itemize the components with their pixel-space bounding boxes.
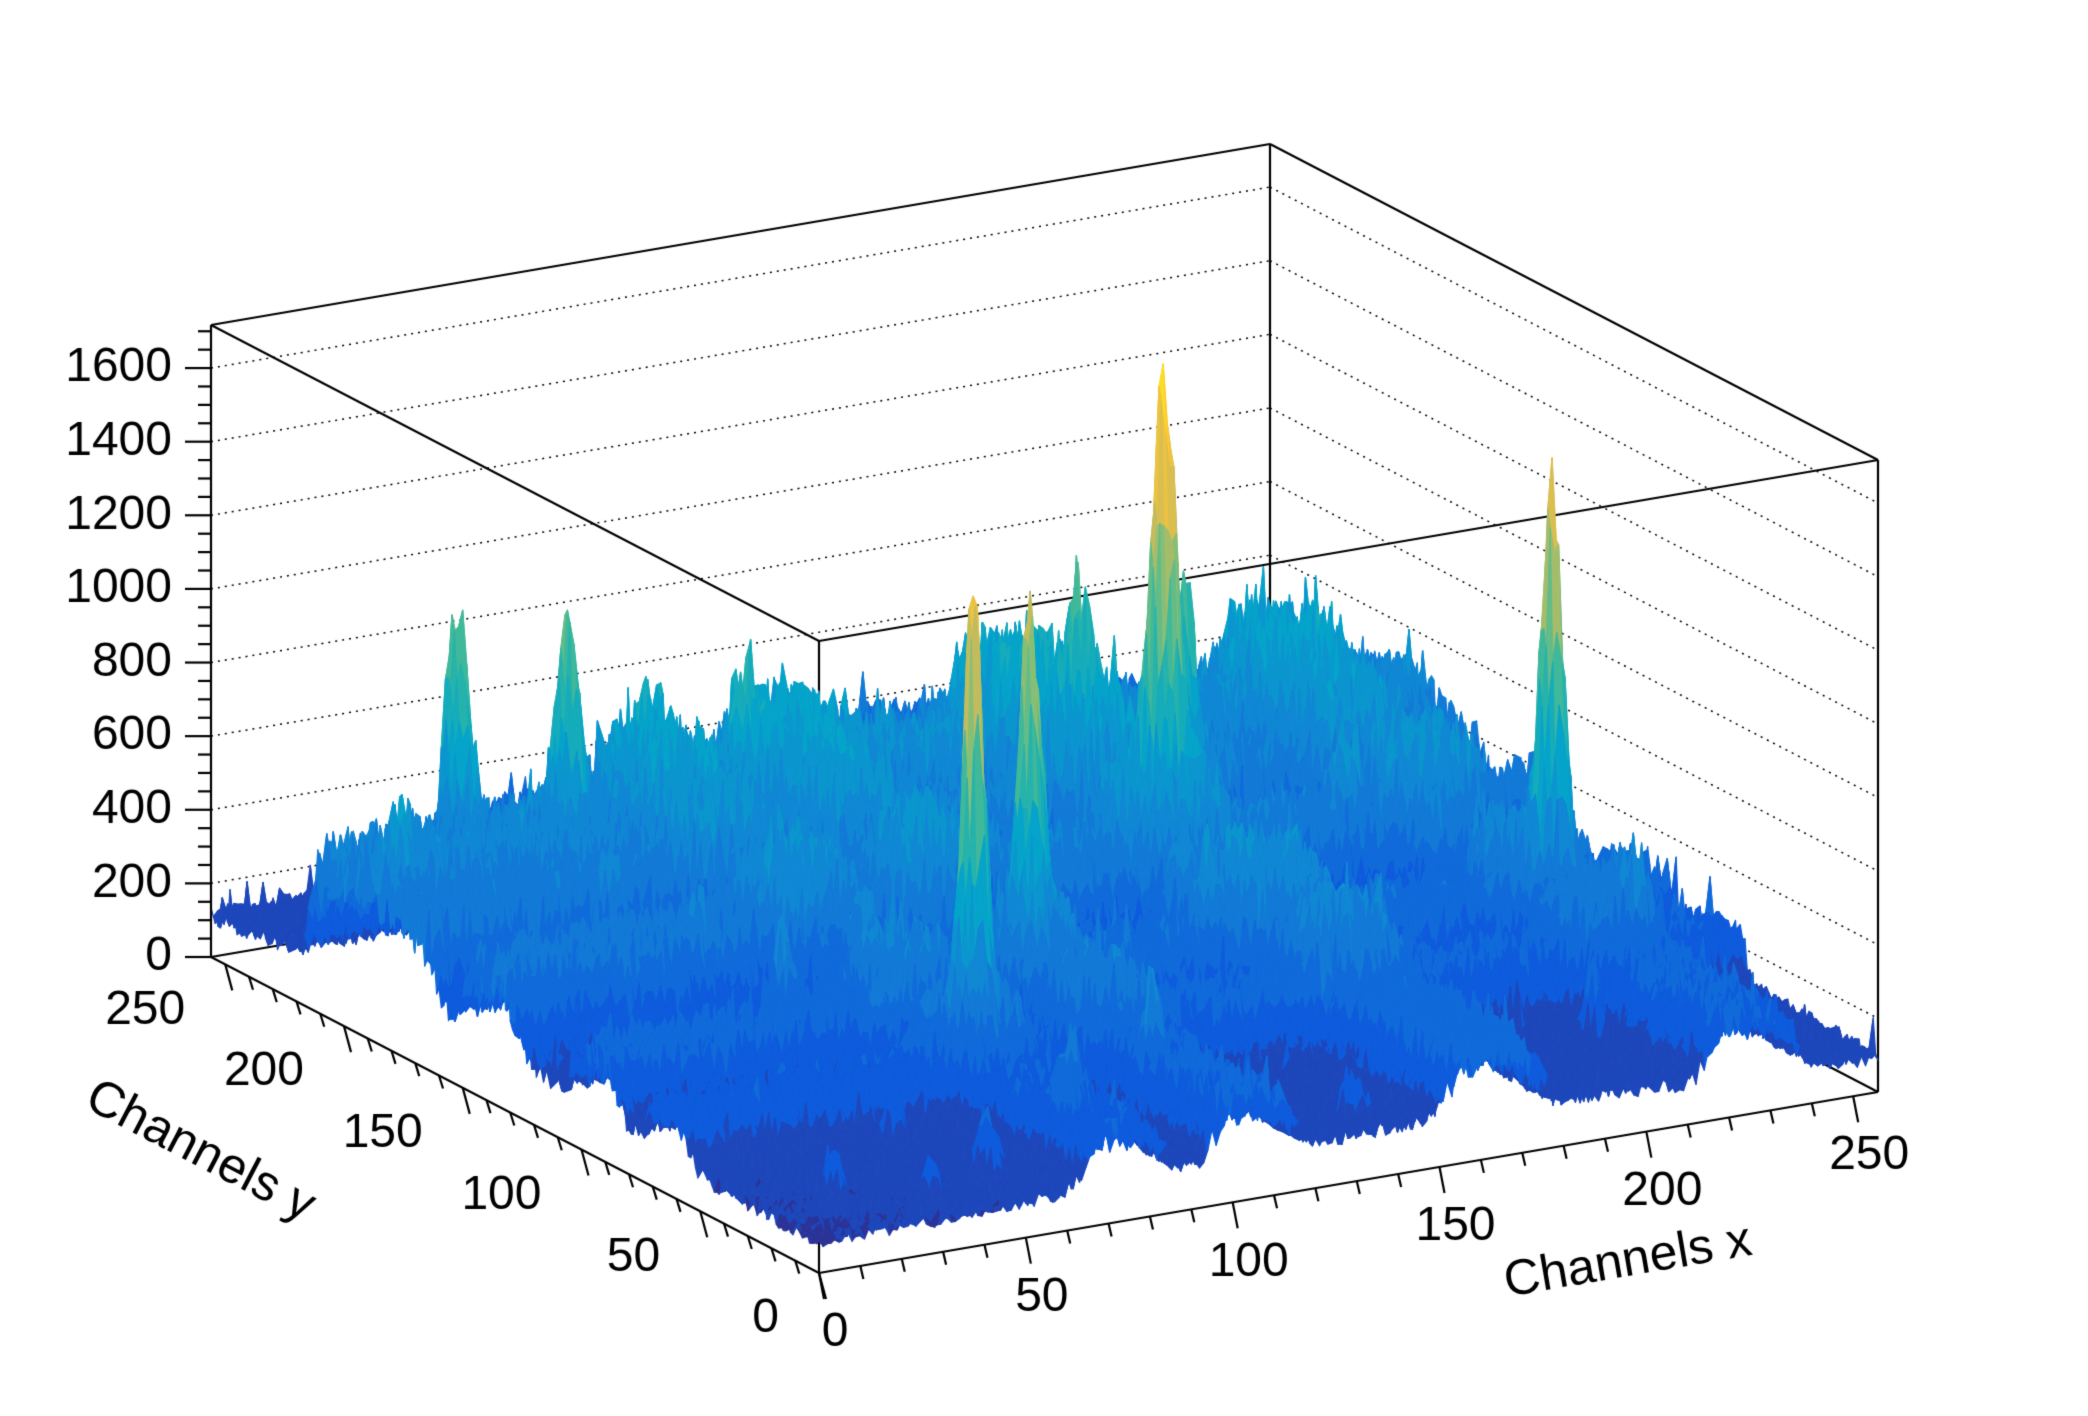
surface-plot-figure [0,0,2088,1416]
surface-plot-canvas [0,0,2088,1416]
